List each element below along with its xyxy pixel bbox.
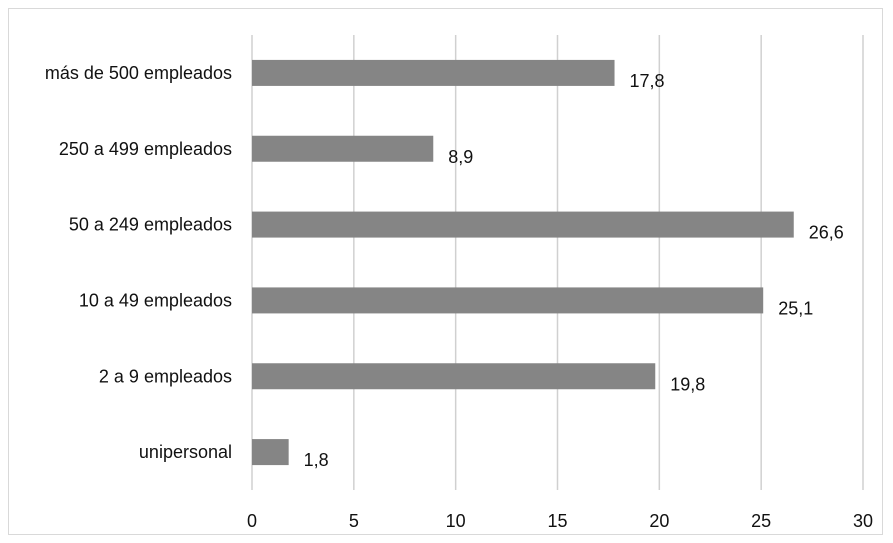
data-label: 19,8 xyxy=(670,374,705,394)
data-label: 1,8 xyxy=(304,450,329,470)
data-label: 17,8 xyxy=(630,71,665,91)
x-tick-label: 30 xyxy=(853,511,873,531)
data-label: 8,9 xyxy=(448,147,473,167)
x-tick-label: 15 xyxy=(547,511,567,531)
category-label: 250 a 499 empleados xyxy=(59,139,232,159)
bar xyxy=(252,439,289,466)
bar xyxy=(252,211,794,238)
category-label: 50 a 249 empleados xyxy=(69,215,232,235)
x-tick-label: 20 xyxy=(649,511,669,531)
bar-layer xyxy=(252,59,794,466)
x-tick-label: 5 xyxy=(349,511,359,531)
chart-frame xyxy=(8,8,883,535)
grid-layer xyxy=(251,35,864,490)
x-tick-label: 0 xyxy=(247,511,257,531)
label-layer: 0 5 10 15 20 25 30 más de 500 empleados 17,8 250 … xyxy=(45,63,873,531)
bar xyxy=(252,135,434,162)
category-label: unipersonal xyxy=(139,442,232,462)
bar xyxy=(252,59,615,86)
data-label: 25,1 xyxy=(778,298,813,318)
bar xyxy=(252,287,764,314)
category-label: 2 a 9 empleados xyxy=(99,366,232,386)
bar xyxy=(252,363,656,390)
x-tick-label: 25 xyxy=(751,511,771,531)
x-tick-label: 10 xyxy=(446,511,466,531)
category-label: 10 a 49 empleados xyxy=(79,290,232,310)
data-label: 26,6 xyxy=(809,223,844,243)
category-label: más de 500 empleados xyxy=(45,63,232,83)
